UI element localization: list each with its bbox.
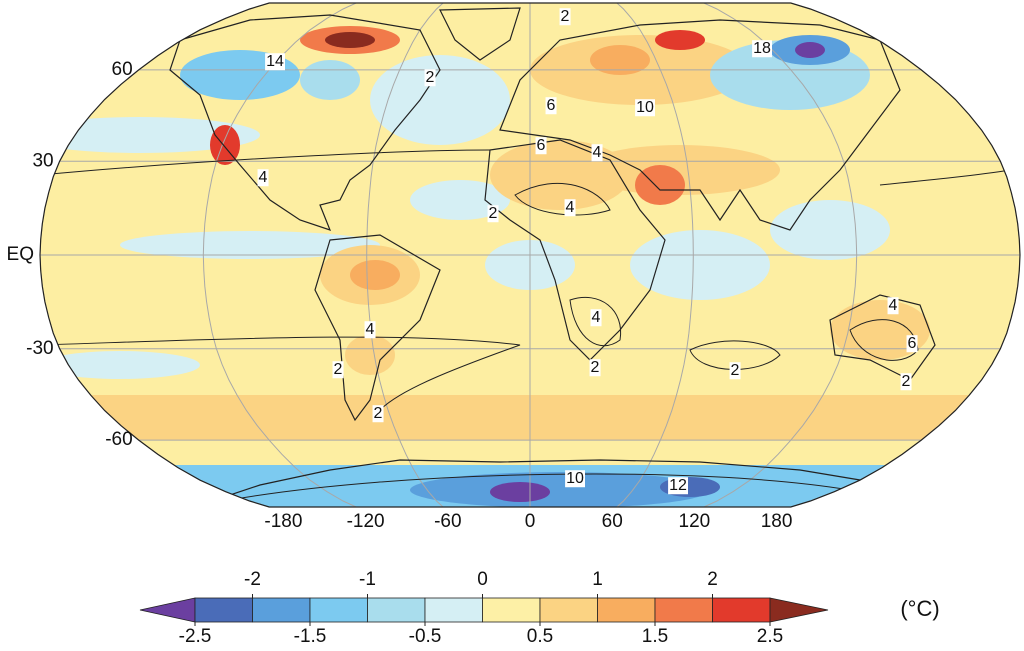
colorbar-bottom-label: 0.5 [527, 626, 553, 646]
contour-label: 2 [426, 69, 435, 86]
longitude-label: 180 [761, 511, 793, 532]
contour-label: 14 [266, 53, 284, 70]
contour-label-bg [257, 169, 269, 187]
colorbar-bin [597, 597, 656, 623]
colorbar: -2 -1 0 1 2 -2.5 -1.5 -0.5 0.5 1.5 2.5 [139, 569, 829, 647]
longitude-label: -60 [434, 511, 461, 532]
contour-label: 2 [591, 359, 600, 376]
contour-label-bg [535, 137, 547, 155]
colorbar-bin [654, 597, 713, 623]
colorbar-extend-low [139, 597, 196, 623]
contour-label: 4 [366, 321, 375, 338]
contour-label: 2 [902, 373, 911, 390]
latitude-label: -60 [105, 429, 132, 450]
latitude-label: EQ [7, 244, 34, 265]
longitude-label: 60 [602, 511, 623, 532]
colorbar-top-label: 2 [707, 569, 718, 590]
contour-label-bg [635, 99, 655, 117]
colorbar-top-label: 1 [592, 569, 603, 590]
contour-label: 10 [636, 99, 654, 116]
contour-label-bg [559, 8, 571, 26]
contour-label-bg [564, 199, 576, 217]
longitude-label: 120 [679, 511, 711, 532]
contour-label: 2 [561, 8, 570, 25]
longitude-label: 0 [525, 511, 536, 532]
latitude-label: 30 [32, 150, 53, 171]
contour-label-bg [590, 309, 602, 327]
colorbar-unit: (°C) [900, 596, 939, 621]
colorbar-extend-high [769, 597, 829, 623]
colorbar-bin [482, 597, 541, 623]
contour-label: 6 [908, 335, 917, 352]
contour-label: 2 [489, 205, 498, 222]
meridian-line [703, 3, 858, 507]
contour-label: 10 [566, 470, 584, 487]
longitude-label: -120 [347, 511, 385, 532]
contour-label: 18 [753, 40, 771, 57]
contour-label: 2 [731, 362, 740, 379]
contour-label-bg [265, 53, 285, 71]
colorbar-bin [712, 597, 771, 623]
contour-label-bg [424, 69, 436, 87]
contour-label-bg [332, 361, 344, 379]
latitude-label: 60 [112, 59, 133, 80]
contour-label-bg [372, 405, 384, 423]
contour-label: 4 [889, 297, 898, 314]
map-outline [39, 2, 1021, 508]
contour-label-bg [887, 297, 899, 315]
contour-label-bg [906, 335, 918, 353]
meridian-line [616, 3, 694, 507]
contour-label-bg [565, 470, 585, 488]
colorbar-top-label: -1 [359, 569, 376, 590]
contour-label: 4 [566, 199, 575, 216]
contour-label: 6 [537, 137, 546, 154]
contour-label: 4 [592, 309, 601, 326]
contour-label-bg [545, 97, 557, 115]
contour-label-bg [900, 373, 912, 391]
colorbar-bottom-label: -2.5 [179, 626, 212, 646]
contour-label: 2 [374, 405, 383, 422]
contour-label: 4 [593, 144, 602, 161]
colorbar-bin [252, 597, 311, 623]
meridian-line [366, 3, 444, 507]
contour-label: 12 [669, 477, 687, 494]
colorbar-bottom-label: -1.5 [294, 626, 327, 646]
coastlines [169, 7, 936, 506]
contour-label-bg [487, 205, 499, 223]
contour-label-bg [591, 144, 603, 162]
contour-label: 4 [259, 169, 268, 186]
colorbar-bottom-label: -0.5 [409, 626, 442, 646]
colorbar-top-label: -2 [244, 569, 261, 590]
contour-label: 2 [334, 361, 343, 378]
map-axes: 60 30 EQ -30 -60 -180 -120 -60 0 60 120 180 [7, 59, 793, 532]
contour-lines [40, 149, 1011, 501]
contour-label-bg [589, 359, 601, 377]
colorbar-top-label: 0 [477, 569, 488, 590]
longitude-label: -180 [264, 511, 302, 532]
colorbar-bin [309, 597, 368, 623]
colorbar-bin [194, 597, 253, 623]
colorbar-bin [367, 597, 426, 623]
contour-label-bg [364, 321, 376, 339]
colorbar-bottom-label: 2.5 [757, 626, 783, 646]
colorbar-bin [539, 597, 598, 623]
latitude-label: -30 [26, 338, 53, 359]
contour-label-bg [752, 40, 772, 58]
contour-label-bg [729, 362, 741, 380]
colorbar-bin [424, 597, 483, 623]
contour-label-bg [668, 477, 688, 495]
colorbar-bottom-label: 1.5 [642, 626, 668, 646]
contour-label: 6 [547, 97, 556, 114]
